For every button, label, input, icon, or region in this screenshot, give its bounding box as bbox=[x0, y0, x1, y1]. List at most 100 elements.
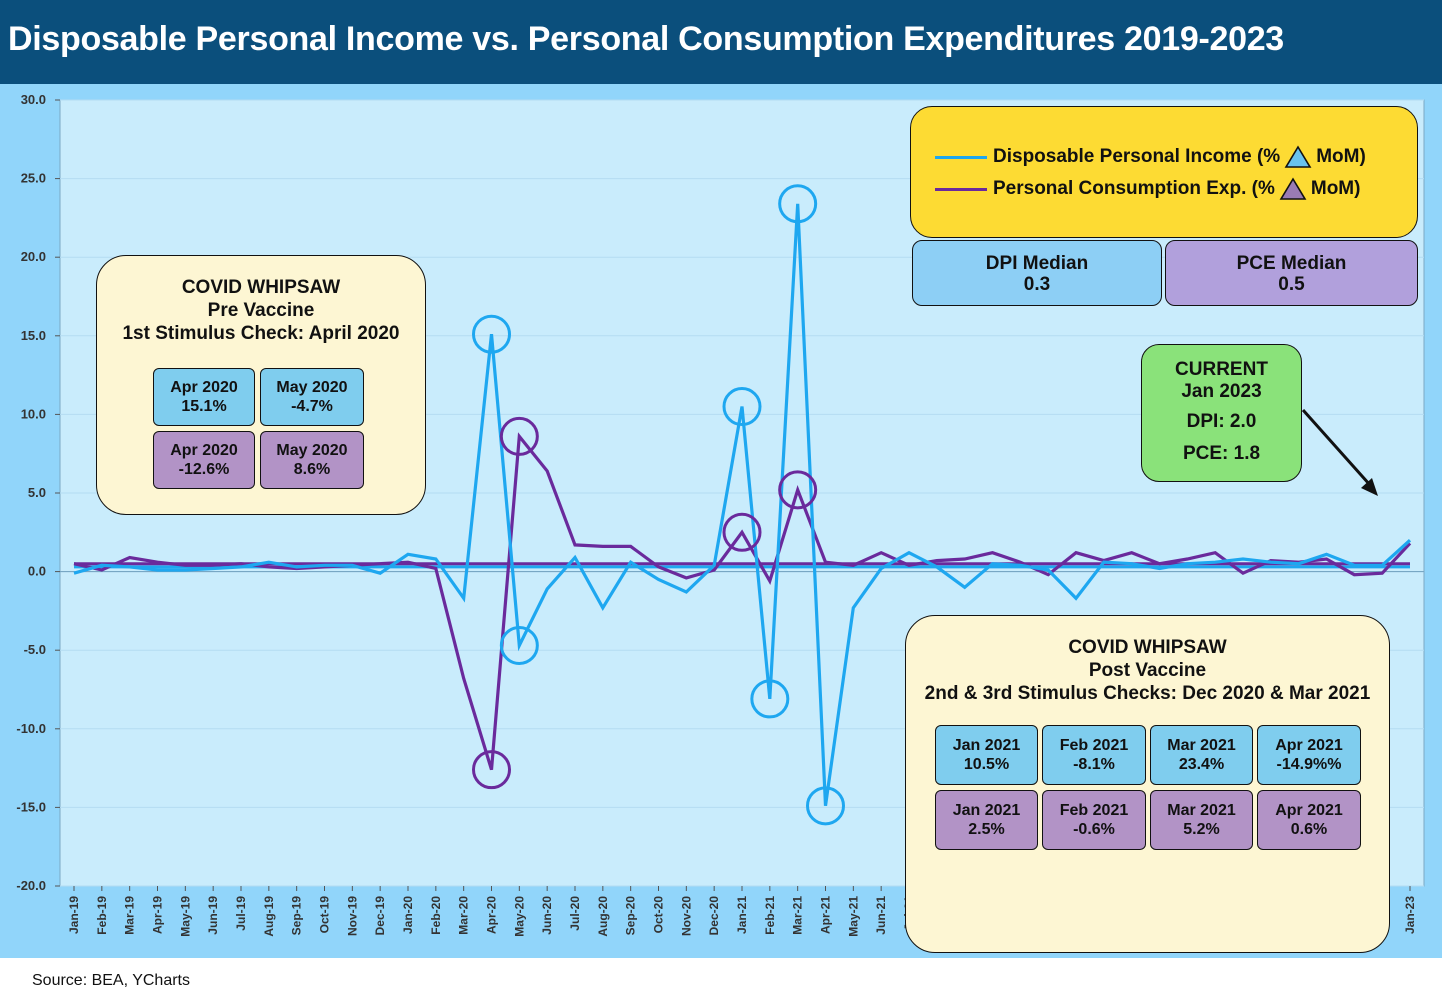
x-tick-label: Jul-20 bbox=[568, 896, 582, 931]
pce-highlight-circle bbox=[499, 416, 539, 456]
mini-month: Apr 2020 bbox=[170, 442, 238, 459]
current-arrow bbox=[1301, 409, 1378, 496]
pre-vaccine-title: COVID WHIPSAW bbox=[181, 277, 341, 298]
pce-median-label: PCE Median bbox=[1236, 253, 1347, 274]
pre-vaccine-subtitle: Pre Vaccine bbox=[207, 300, 315, 321]
x-tick-label: Jan-19 bbox=[67, 896, 81, 934]
legend-label-pce: Personal Consumption Exp. (% bbox=[993, 178, 1275, 199]
pre-pce-apr-2020: Apr 2020 -12.6% bbox=[153, 431, 255, 489]
x-tick-label: Mar-19 bbox=[123, 896, 137, 935]
dpi-highlight-circle bbox=[472, 314, 511, 354]
x-tick-label: Apr-19 bbox=[151, 896, 165, 934]
pre-dpi-apr-2020: Apr 2020 15.1% bbox=[153, 368, 255, 426]
pce-median-box: PCE Median 0.5 bbox=[1165, 240, 1418, 306]
y-tick-label: -5.0 bbox=[24, 642, 46, 657]
y-tick-label: 0.0 bbox=[28, 564, 46, 579]
post-vaccine-subtitle: Post Vaccine bbox=[1088, 660, 1207, 681]
current-label: CURRENT bbox=[1175, 359, 1268, 380]
current-dpi: DPI: 2.0 bbox=[1186, 411, 1257, 432]
post-pce-mar-2021: Mar 2021 5.2% bbox=[1150, 790, 1253, 850]
mini-month: May 2020 bbox=[276, 442, 348, 459]
header-bar: Disposable Personal Income vs. Personal … bbox=[0, 0, 1442, 84]
y-tick-label: 25.0 bbox=[21, 171, 46, 186]
x-tick-label: Mar-20 bbox=[457, 896, 471, 935]
y-tick-label: 30.0 bbox=[21, 92, 46, 107]
x-tick-label: Jan-23 bbox=[1403, 896, 1417, 934]
current-box: CURRENT Jan 2023 DPI: 2.0 PCE: 1.8 bbox=[1141, 344, 1302, 482]
mini-month: May 2020 bbox=[276, 379, 348, 396]
legend-item-dpi: Disposable Personal Income (% MoM) bbox=[935, 145, 1366, 169]
post-dpi-feb-2021: Feb 2021 -8.1% bbox=[1042, 725, 1146, 785]
mini-value: -8.1% bbox=[1073, 756, 1115, 773]
y-tick-label: -15.0 bbox=[16, 799, 46, 814]
chart-title: Disposable Personal Income vs. Personal … bbox=[8, 20, 1284, 58]
post-dpi-apr-2021: Apr 2021 -14.9%% bbox=[1257, 725, 1361, 785]
mini-value: 10.5% bbox=[963, 756, 1010, 773]
mini-value: -0.6% bbox=[1073, 821, 1115, 838]
post-pce-apr-2021: Apr 2021 0.6% bbox=[1257, 790, 1361, 850]
pce-legend-line-icon bbox=[935, 187, 987, 191]
legend-mom-pce: MoM) bbox=[1310, 178, 1361, 199]
legend-label-dpi: Disposable Personal Income (% bbox=[993, 146, 1281, 167]
current-pce: PCE: 1.8 bbox=[1182, 443, 1261, 464]
dpi-median-value: 0.3 bbox=[1023, 274, 1051, 295]
dpi-legend-line-icon bbox=[935, 155, 987, 159]
mini-value: 8.6% bbox=[293, 461, 331, 478]
x-tick-label: Oct-19 bbox=[318, 896, 332, 934]
pce-median-value: 0.5 bbox=[1278, 274, 1305, 295]
legend-item-pce: Personal Consumption Exp. (% MoM) bbox=[935, 177, 1360, 201]
mini-month: Apr 2020 bbox=[170, 379, 238, 396]
mini-month: Apr 2021 bbox=[1275, 737, 1343, 754]
x-tick-label: Jun-19 bbox=[206, 896, 220, 935]
post-dpi-mar-2021: Mar 2021 23.4% bbox=[1150, 725, 1253, 785]
x-tick-label: Sep-20 bbox=[624, 896, 638, 936]
dpi-highlight-circle bbox=[778, 184, 818, 224]
y-tick-label: 5.0 bbox=[28, 485, 46, 500]
mini-month: Feb 2021 bbox=[1059, 737, 1129, 754]
mini-value: 23.4% bbox=[1178, 756, 1225, 773]
dpi-median-box: DPI Median 0.3 bbox=[912, 240, 1162, 306]
legend-mom-dpi: MoM) bbox=[1316, 146, 1366, 167]
current-date: Jan 2023 bbox=[1181, 381, 1262, 402]
x-tick-label: Aug-20 bbox=[596, 896, 610, 937]
x-tick-label: Oct-20 bbox=[652, 896, 666, 934]
triangle-icon bbox=[1279, 177, 1307, 200]
mini-month: Feb 2021 bbox=[1059, 802, 1129, 819]
source-note: Source: BEA, YCharts bbox=[32, 972, 190, 989]
x-tick-label: Nov-20 bbox=[679, 896, 693, 936]
x-tick-label: Dec-20 bbox=[707, 896, 721, 936]
mini-value: -4.7% bbox=[291, 398, 333, 415]
x-tick-label: May-21 bbox=[846, 896, 860, 937]
mini-month: Jan 2021 bbox=[952, 802, 1021, 819]
post-vaccine-title: COVID WHIPSAW bbox=[1068, 637, 1227, 658]
x-tick-label: Jun-21 bbox=[874, 896, 888, 935]
y-tick-label: -10.0 bbox=[16, 721, 46, 736]
mini-value: 15.1% bbox=[181, 398, 227, 415]
x-tick-label: Feb-19 bbox=[95, 896, 109, 935]
dpi-median-label: DPI Median bbox=[985, 253, 1089, 274]
dpi-highlight-circle bbox=[499, 625, 539, 665]
mini-value: 5.2% bbox=[1183, 821, 1220, 838]
x-tick-label: Apr-21 bbox=[819, 896, 833, 934]
dpi-highlight-circle bbox=[750, 679, 790, 719]
x-tick-label: Sep-19 bbox=[290, 896, 304, 936]
x-tick-label: Aug-19 bbox=[262, 896, 276, 937]
mini-value: -12.6% bbox=[178, 461, 230, 478]
x-tick-label: Apr-20 bbox=[485, 896, 499, 934]
mini-month: Mar 2021 bbox=[1167, 802, 1236, 819]
x-tick-label: Jan-20 bbox=[401, 896, 415, 934]
pce-highlight-circle bbox=[778, 470, 818, 510]
x-tick-label: Jun-20 bbox=[540, 896, 554, 935]
pce-highlight-circle bbox=[722, 512, 762, 552]
pre-pce-may-2020: May 2020 8.6% bbox=[260, 431, 364, 489]
x-tick-label: Dec-19 bbox=[373, 896, 387, 936]
mini-value: -14.9%% bbox=[1276, 756, 1342, 773]
pce-highlight-circle bbox=[472, 750, 511, 790]
x-tick-label: May-20 bbox=[512, 896, 526, 937]
mini-month: Mar 2021 bbox=[1167, 737, 1236, 754]
x-tick-label: Feb-21 bbox=[763, 896, 777, 935]
x-tick-label: Feb-20 bbox=[429, 896, 443, 935]
chart-area: -20.0 -15.0 -10.0 -5.0 0.0 5.0 10.0 15.0 20.0 25.… bbox=[0, 84, 1442, 958]
y-tick-label: 20.0 bbox=[21, 249, 46, 264]
post-pce-jan-2021: Jan 2021 2.5% bbox=[935, 790, 1038, 850]
